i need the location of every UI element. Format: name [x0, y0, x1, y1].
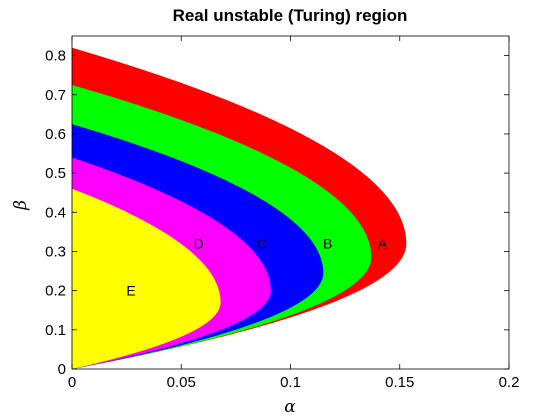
y-tick-label: 0 — [58, 361, 66, 378]
x-tick-label: 0 — [68, 374, 76, 391]
region-label-e: E — [126, 283, 135, 299]
region-label-c: C — [257, 236, 267, 252]
y-axis-label: β — [11, 200, 31, 211]
regions-layer — [72, 47, 407, 369]
y-tick-label: 0.6 — [45, 126, 66, 143]
region-label-d: D — [194, 236, 204, 252]
y-tick-label: 0.5 — [45, 165, 66, 182]
y-tick-label: 0.3 — [45, 243, 66, 260]
x-tick-label: 0.1 — [280, 374, 301, 391]
chart-title: Real unstable (Turing) region — [173, 6, 408, 25]
x-tick-label: 0.2 — [499, 374, 520, 391]
region-e-area — [72, 188, 221, 369]
y-tick-label: 0.2 — [45, 283, 66, 300]
x-tick-label: 0.05 — [167, 374, 196, 391]
ticks-layer: 0 0.05 0.1 0.15 0.2 0 0.1 0.2 0.3 0.4 0.5 0.6 0.7 0.8 — [45, 36, 519, 391]
x-tick-label: 0.15 — [385, 374, 414, 391]
y-tick-label: 0.7 — [45, 87, 66, 104]
y-tick-label: 0.8 — [45, 48, 66, 65]
y-tick-label: 0.4 — [45, 204, 66, 221]
region-label-a: A — [378, 236, 388, 252]
region-labels: A B C D E — [126, 236, 387, 299]
x-axis-label: α — [284, 397, 296, 417]
y-tick-label: 0.1 — [45, 322, 66, 339]
region-label-b: B — [323, 236, 332, 252]
